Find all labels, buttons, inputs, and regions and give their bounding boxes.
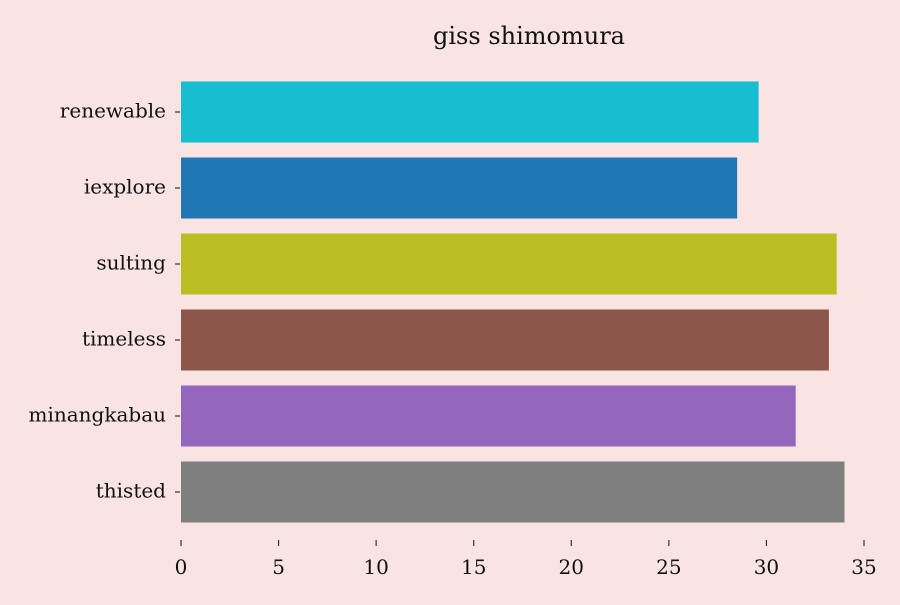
x-tick-label: 10 [363,555,388,579]
x-tick-label: 20 [559,555,584,579]
bar-thisted [181,461,845,523]
x-axis: 0 5 10 15 20 25 30 35 [175,540,877,579]
y-tick-label: thisted [96,479,166,503]
y-tick-label: minangkabau [29,403,167,427]
y-tick-label: timeless [82,327,166,351]
bar-timeless [181,309,829,371]
x-tick-label: 0 [175,555,188,579]
x-tick-label: 25 [656,555,681,579]
y-tick-label: renewable [60,99,166,123]
chart-title: giss shimomura [433,22,625,50]
x-tick-label: 30 [754,555,779,579]
bar-renewable [181,81,759,143]
x-tick-label: 5 [272,555,285,579]
x-tick-label: 35 [851,555,876,579]
y-tick-label: iexplore [84,175,166,199]
bar-sulting [181,233,837,295]
bar-iexplore [181,157,738,219]
y-axis: renewable iexplore sulting timeless minangka… [29,99,180,503]
y-tick-label: sulting [96,251,166,275]
bar-minangkabau [181,385,796,447]
x-tick-label: 15 [461,555,486,579]
bars-layer [181,81,845,523]
